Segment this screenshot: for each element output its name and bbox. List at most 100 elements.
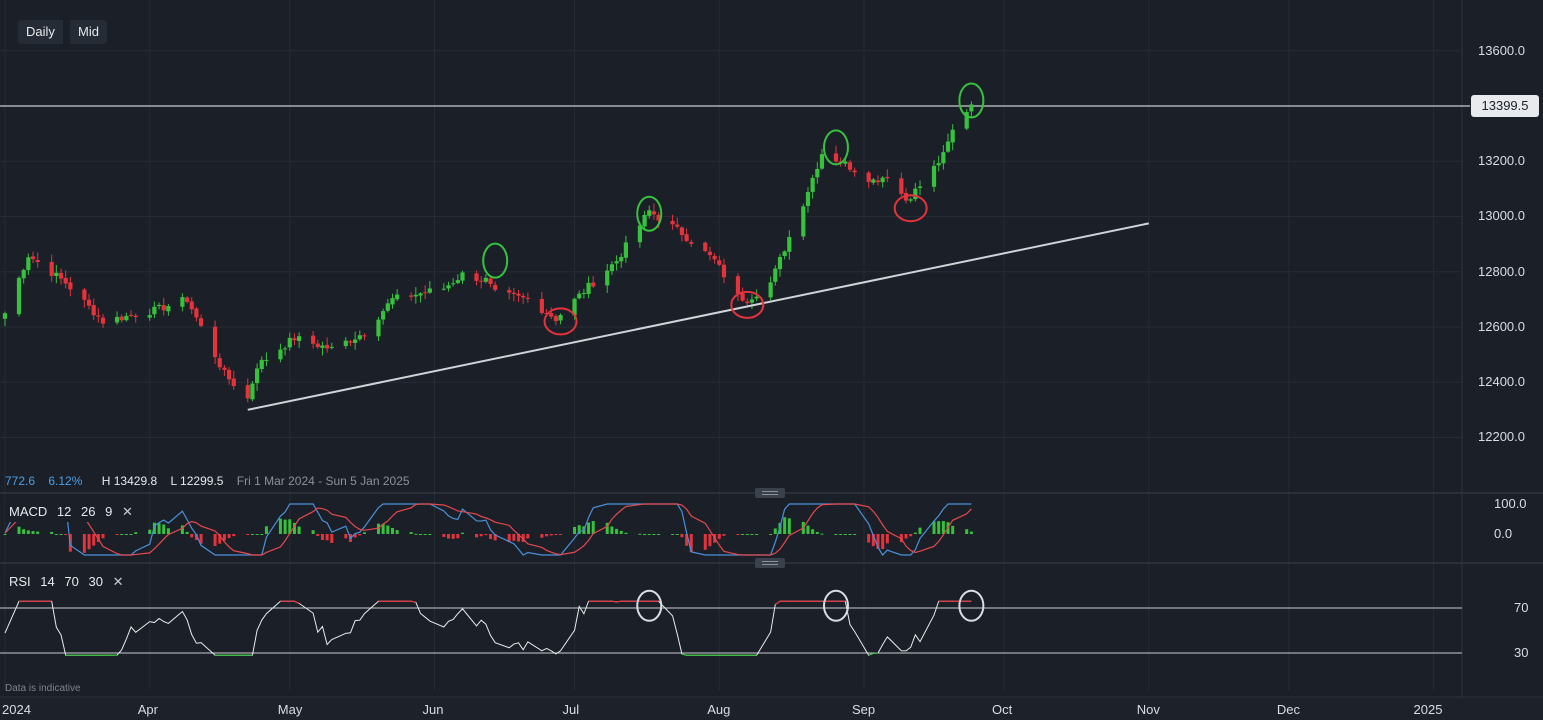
macd-histogram-bar bbox=[255, 534, 259, 535]
macd-histogram-bar bbox=[31, 531, 35, 534]
y-tick-label: 13000.0 bbox=[1478, 208, 1525, 224]
macd-histogram-bar bbox=[227, 534, 231, 539]
swing-high-marker bbox=[482, 242, 509, 279]
candle-body bbox=[964, 112, 969, 129]
rsi-close-icon[interactable]: ✕ bbox=[112, 574, 124, 589]
macd-histogram-bar bbox=[414, 533, 418, 535]
candle-body bbox=[782, 251, 787, 257]
macd-histogram-bar bbox=[194, 534, 198, 541]
candle-body bbox=[903, 192, 909, 201]
candle-body bbox=[941, 152, 946, 164]
macd-histogram-bar bbox=[554, 534, 558, 535]
x-tick-label: 2024 bbox=[2, 702, 31, 717]
macd-histogram-bar bbox=[507, 534, 511, 543]
macd-histogram-bar bbox=[647, 534, 651, 535]
rsi-tick-label: 70 bbox=[1514, 600, 1529, 615]
candle-body bbox=[810, 177, 815, 192]
macd-histogram-bar bbox=[932, 521, 936, 534]
macd-histogram-bar bbox=[969, 531, 973, 534]
macd-histogram-bar bbox=[965, 529, 969, 534]
candle-body bbox=[637, 225, 643, 243]
macd-histogram-bar bbox=[344, 534, 348, 539]
candle-body bbox=[684, 234, 689, 241]
candle-body bbox=[521, 295, 526, 298]
candle-body bbox=[357, 335, 362, 340]
macd-histogram-bar bbox=[260, 534, 264, 535]
candle-body bbox=[936, 163, 941, 166]
candle-body bbox=[283, 348, 288, 350]
swing-high-marker bbox=[636, 195, 663, 232]
candle-body bbox=[128, 314, 134, 316]
candle-body bbox=[54, 272, 59, 276]
candle-body bbox=[86, 299, 92, 306]
candle-body bbox=[58, 272, 64, 279]
candle-body bbox=[189, 301, 194, 310]
x-tick-label: Nov bbox=[1136, 702, 1160, 717]
rsi-overbought-segment bbox=[294, 600, 300, 604]
interval-daily-button[interactable]: Daily bbox=[18, 20, 63, 44]
candle-body bbox=[26, 257, 31, 271]
price-type-mid-button[interactable]: Mid bbox=[70, 20, 107, 44]
pane-resize-handle-macd[interactable] bbox=[755, 488, 785, 498]
macd-histogram-bar bbox=[36, 531, 40, 534]
candle-body bbox=[609, 264, 615, 272]
macd-close-icon[interactable]: ✕ bbox=[121, 504, 133, 519]
rsi-oversold-segment bbox=[868, 652, 874, 656]
pane-resize-handle-rsi[interactable] bbox=[755, 558, 785, 568]
macd-histogram-bar bbox=[615, 528, 619, 534]
candle-body bbox=[212, 326, 218, 358]
candle-body bbox=[68, 282, 73, 290]
macd-histogram-bar bbox=[549, 534, 553, 536]
candle-body bbox=[474, 273, 479, 281]
y-tick-label: 12400.0 bbox=[1478, 374, 1525, 390]
macd-histogram-bar bbox=[605, 522, 609, 534]
candle-body bbox=[124, 315, 129, 321]
macd-histogram-bar bbox=[442, 534, 446, 537]
macd-histogram-bar bbox=[806, 525, 810, 534]
macd-signal-line bbox=[4, 503, 972, 556]
macd-histogram-bar bbox=[493, 534, 497, 541]
macd-histogram-bar bbox=[120, 534, 124, 535]
macd-histogram-bar bbox=[834, 534, 838, 535]
candle-body bbox=[931, 165, 937, 187]
candle-body bbox=[614, 261, 619, 264]
macd-histogram-bar bbox=[587, 522, 591, 534]
candle-body bbox=[254, 368, 260, 384]
macd-histogram-bar bbox=[423, 534, 427, 535]
time-axis-bar bbox=[0, 697, 1543, 720]
candle-body bbox=[133, 315, 138, 318]
candle-body bbox=[395, 294, 400, 300]
macd-legend: MACD 12 26 9 ✕ bbox=[5, 502, 143, 522]
macd-histogram-bar bbox=[162, 524, 166, 534]
macd-param-fast: 12 bbox=[56, 504, 72, 519]
macd-histogram-bar bbox=[124, 534, 128, 535]
current-price-tag: 13399.5 bbox=[1471, 95, 1539, 117]
macd-histogram-bar bbox=[353, 534, 357, 538]
change-percent: 6.12% bbox=[48, 474, 83, 488]
macd-histogram-bar bbox=[839, 534, 843, 535]
macd-histogram-bar bbox=[783, 517, 787, 534]
macd-line bbox=[4, 503, 972, 556]
candle-body bbox=[292, 338, 297, 341]
candle-body bbox=[245, 385, 250, 399]
macd-histogram-bar bbox=[619, 530, 623, 534]
macd-histogram-bar bbox=[559, 534, 563, 535]
y-tick-label: 13200.0 bbox=[1478, 153, 1525, 169]
rsi-param-lower: 30 bbox=[88, 574, 103, 589]
candle-body bbox=[217, 358, 222, 368]
macd-histogram-bar bbox=[451, 534, 455, 539]
rsi-tick-label: 30 bbox=[1514, 645, 1529, 660]
candle-body bbox=[82, 289, 87, 300]
macd-histogram-bar bbox=[232, 534, 236, 537]
macd-histogram-bar bbox=[222, 534, 226, 541]
x-tick-label: Dec bbox=[1276, 702, 1300, 717]
candle-body bbox=[91, 305, 96, 316]
candle-body bbox=[843, 161, 848, 164]
candle-body bbox=[259, 359, 264, 369]
candle-body bbox=[156, 304, 162, 307]
rsi-overbought-marker bbox=[822, 589, 849, 622]
candle-body bbox=[353, 339, 358, 343]
candle-body bbox=[885, 176, 890, 179]
candle-body bbox=[315, 343, 320, 348]
